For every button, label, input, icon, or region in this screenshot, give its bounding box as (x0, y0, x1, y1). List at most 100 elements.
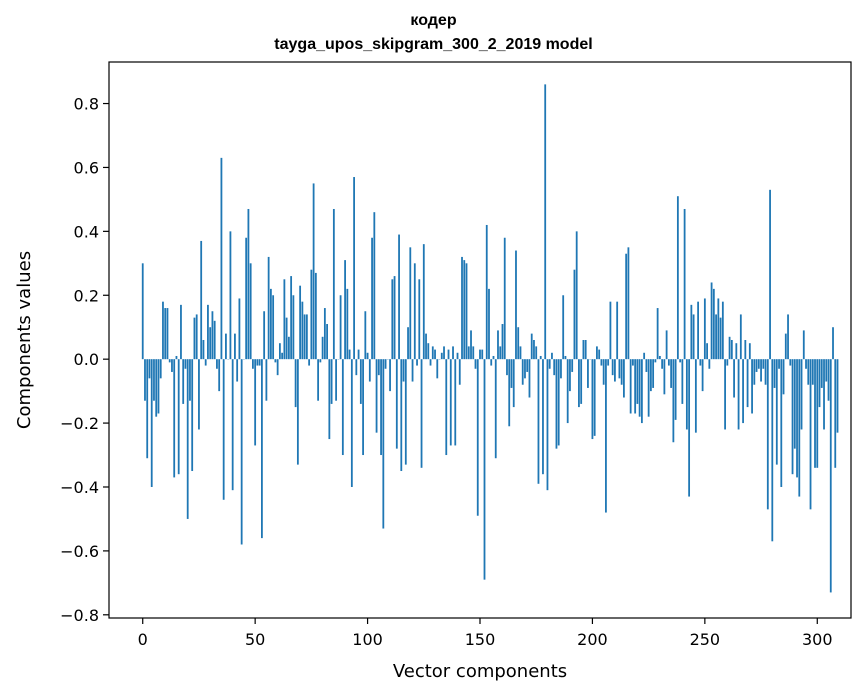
bar-component-290 (793, 359, 796, 449)
bar-component-90 (344, 260, 346, 360)
bar-component-52 (258, 359, 261, 366)
bar-component-257 (719, 317, 722, 360)
bar-component-213 (620, 359, 623, 385)
bar-component-220 (636, 359, 639, 404)
bar-component-248 (699, 359, 702, 366)
bar-component-297 (809, 359, 812, 510)
bar-component-174 (533, 340, 535, 360)
bar-component-284 (780, 359, 783, 487)
bar-component-147 (472, 346, 475, 360)
bar-component-29 (207, 304, 209, 360)
bar-component-268 (744, 340, 747, 360)
bar-component-184 (555, 359, 558, 449)
bar-component-133 (440, 352, 443, 360)
bar-component-93 (350, 359, 353, 487)
bar-component-236 (672, 359, 675, 443)
bar-component-278 (766, 359, 769, 510)
bar-component-180 (546, 359, 549, 491)
bar-component-156 (492, 355, 495, 360)
bar-component-232 (663, 359, 666, 395)
bar-component-225 (647, 359, 650, 417)
bar-component-259 (724, 359, 726, 430)
bar-component-13 (171, 359, 173, 372)
bar-component-1 (144, 359, 146, 401)
bar-component-95 (355, 359, 358, 376)
bar-component-201 (593, 359, 596, 436)
bar-component-186 (560, 359, 562, 379)
y-tick-label: 0.8 (74, 95, 99, 114)
bar-component-302 (820, 359, 823, 388)
bar-component-6 (155, 359, 158, 417)
bar-component-309 (836, 359, 839, 433)
x-tick-label: 200 (577, 630, 608, 649)
bar-component-178 (542, 359, 544, 475)
bar-component-16 (177, 359, 180, 475)
bar-component-7 (157, 359, 160, 414)
bar-component-272 (753, 359, 756, 385)
bar-component-77 (314, 272, 317, 360)
bar-component-14 (173, 359, 176, 478)
bar-component-267 (742, 359, 744, 424)
x-axis-label: Vector components (393, 661, 567, 682)
x-axis: 0 50 100 150 200 250 300 (138, 618, 833, 649)
bar-component-51 (256, 359, 259, 366)
bar-component-160 (501, 324, 504, 360)
bar-component-75 (310, 269, 313, 360)
y-tick-label: −0.6 (60, 542, 99, 561)
x-tick-label: 100 (352, 630, 383, 649)
bar-component-37 (225, 333, 227, 360)
bar-component-74 (308, 359, 311, 366)
bar-component-4 (150, 359, 153, 487)
bar-component-269 (746, 359, 749, 408)
bar-component-70 (299, 285, 302, 360)
bar-component-230 (658, 355, 661, 360)
bar-component-256 (717, 298, 720, 360)
bar-component-295 (805, 359, 807, 369)
bar-component-245 (692, 314, 695, 360)
bar-component-150 (479, 349, 481, 360)
bar-component-125 (422, 244, 425, 360)
bar-component-270 (748, 343, 751, 360)
bar-component-115 (400, 359, 403, 472)
bar-component-15 (175, 355, 178, 360)
bar-component-221 (638, 359, 641, 417)
bar-component-66 (290, 276, 293, 360)
bar-component-155 (490, 359, 493, 366)
bar-component-30 (209, 327, 212, 360)
bar-component-164 (510, 359, 513, 388)
bar-component-168 (519, 346, 522, 360)
bar-component-105 (377, 359, 380, 376)
bar-component-239 (679, 359, 682, 363)
bar-component-113 (395, 359, 398, 449)
bar-component-252 (708, 359, 711, 369)
bar-component-5 (153, 359, 155, 401)
y-tick-label: −0.8 (60, 606, 99, 625)
x-tick-label: 300 (802, 630, 833, 649)
bar-component-281 (773, 359, 776, 388)
bar-component-102 (371, 237, 373, 360)
bar-component-194 (578, 359, 580, 408)
bar-component-162 (506, 359, 508, 376)
y-tick-label: 0.4 (74, 222, 99, 241)
bar-component-110 (389, 359, 391, 392)
bar-component-9 (162, 301, 164, 360)
bar-component-32 (213, 320, 216, 360)
bar-component-189 (566, 359, 569, 424)
bar-component-127 (427, 343, 430, 360)
bar-component-231 (661, 359, 664, 369)
bar-component-50 (254, 359, 257, 446)
bar-component-137 (449, 359, 452, 446)
bar-component-206 (605, 359, 607, 513)
bar-component-169 (521, 359, 524, 385)
bar-component-234 (667, 359, 670, 366)
bar-component-298 (811, 359, 814, 385)
bar-component-0 (141, 263, 144, 360)
bar-component-60 (276, 359, 279, 376)
bar-component-243 (688, 359, 691, 497)
bar-component-28 (204, 359, 207, 366)
bar-component-187 (562, 295, 565, 360)
bar-component-247 (697, 301, 699, 360)
bar-component-214 (623, 359, 625, 398)
bar-component-34 (218, 359, 221, 392)
